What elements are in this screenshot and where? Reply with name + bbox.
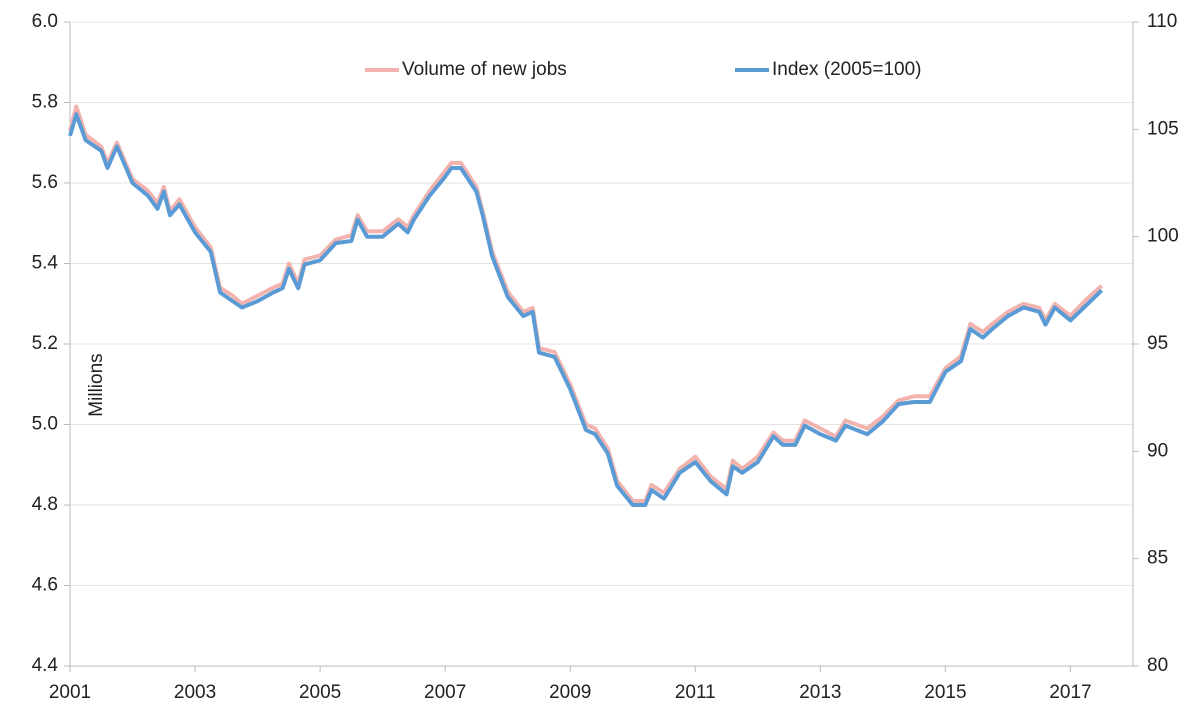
y-tick-label: 5.8 <box>32 92 58 113</box>
y-tick-label: 5.0 <box>32 414 58 435</box>
y2-tick-label: 95 <box>1147 333 1168 354</box>
x-tick-label: 2017 <box>1049 682 1091 703</box>
legend-label: Volume of new jobs <box>402 59 567 80</box>
x-tick-label: 2003 <box>174 682 216 703</box>
x-tick-label: 2005 <box>299 682 341 703</box>
y-axis-label: Millions <box>86 353 107 416</box>
x-tick-label: 2013 <box>799 682 841 703</box>
y2-tick-label: 105 <box>1147 118 1179 139</box>
x-tick-label: 2015 <box>924 682 966 703</box>
y-tick-label: 5.6 <box>32 172 58 193</box>
y-tick-label: 5.2 <box>32 333 58 354</box>
legend-label: Index (2005=100) <box>772 59 921 80</box>
y-tick-label: 4.4 <box>32 655 59 676</box>
series-line <box>68 104 1104 503</box>
x-tick-label: 2001 <box>49 682 91 703</box>
y2-tick-label: 85 <box>1147 548 1168 569</box>
series-line <box>68 112 1104 507</box>
y-tick-label: 4.8 <box>32 494 58 515</box>
y2-tick-label: 90 <box>1147 440 1168 461</box>
y-tick-label: 5.4 <box>32 253 59 274</box>
y2-tick-label: 80 <box>1147 655 1168 676</box>
x-tick-label: 2009 <box>549 682 591 703</box>
y2-tick-label: 110 <box>1147 11 1177 32</box>
y-tick-label: 4.6 <box>32 575 58 596</box>
y-tick-label: 6.0 <box>32 11 58 32</box>
x-tick-label: 2007 <box>424 682 466 703</box>
x-tick-label: 2011 <box>675 682 716 703</box>
y2-tick-label: 100 <box>1147 226 1179 247</box>
